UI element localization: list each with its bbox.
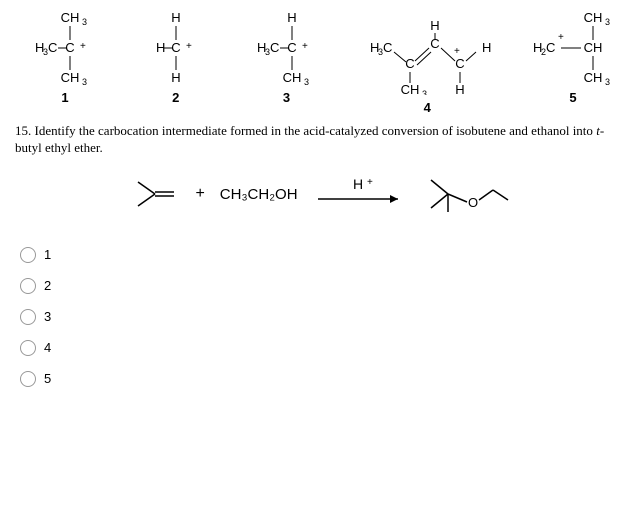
structure-2-label: 2 [172, 90, 179, 105]
structure-2-svg: H H C + H [141, 10, 211, 85]
svg-text:CH: CH [584, 10, 603, 25]
svg-text:C: C [270, 40, 279, 55]
svg-text:CH: CH [401, 82, 420, 95]
svg-text:C: C [456, 56, 465, 71]
svg-text:CH: CH [584, 70, 603, 85]
structure-2: H H C + H 2 [141, 10, 211, 105]
structure-3-svg: H H 3 C C + CH 3 [242, 10, 332, 85]
structure-1-label: 1 [61, 90, 68, 105]
svg-text:CH: CH [584, 40, 603, 55]
svg-text:C: C [546, 40, 555, 55]
svg-text:C: C [48, 40, 57, 55]
svg-text:CH: CH [282, 70, 301, 85]
svg-text:+: + [302, 41, 308, 52]
option-2-label: 2 [44, 278, 51, 293]
structure-4: H 3 C C CH 3 C H C + H H 4 [362, 10, 492, 115]
svg-text:+: + [186, 41, 192, 52]
svg-text:H: H [482, 40, 491, 55]
radio-icon[interactable] [20, 278, 36, 294]
svg-text:3: 3 [605, 17, 610, 27]
svg-text:H: H [156, 40, 165, 55]
option-5-label: 5 [44, 371, 51, 386]
ethanol-formula: CH₃CH₂OH [220, 186, 298, 203]
isobutene-structure [130, 172, 180, 217]
svg-text:CH: CH [61, 70, 80, 85]
svg-text:C: C [171, 40, 180, 55]
reaction-arrow: H + [313, 177, 408, 212]
svg-text:H: H [456, 82, 465, 95]
carbocation-structures-row: CH 3 H 3 C C + CH 3 1 H H C + H 2 [15, 10, 628, 115]
structure-5-label: 5 [569, 90, 576, 105]
option-3[interactable]: 3 [20, 309, 628, 325]
svg-text:CH: CH [61, 10, 80, 25]
svg-text:3: 3 [82, 77, 87, 85]
structure-5: CH 3 H 2 C + CH CH 3 5 [523, 10, 623, 105]
structure-3: H H 3 C C + CH 3 3 [242, 10, 332, 105]
svg-text:C: C [287, 40, 296, 55]
svg-text:C: C [65, 40, 74, 55]
structure-1-svg: CH 3 H 3 C C + CH 3 [20, 10, 110, 85]
question-body: Identify the carbocation intermediate fo… [35, 123, 597, 138]
svg-text:H: H [171, 70, 180, 85]
option-5[interactable]: 5 [20, 371, 628, 387]
svg-text:H: H [287, 10, 296, 25]
structure-1: CH 3 H 3 C C + CH 3 1 [20, 10, 110, 105]
svg-text:H: H [171, 10, 180, 25]
svg-text:3: 3 [422, 89, 427, 95]
svg-text:H: H [352, 177, 362, 192]
radio-icon[interactable] [20, 340, 36, 356]
svg-text:3: 3 [304, 77, 309, 85]
radio-icon[interactable] [20, 309, 36, 325]
answer-options: 1 2 3 4 5 [20, 247, 628, 387]
svg-text:O: O [467, 195, 477, 210]
structure-4-svg: H 3 C C CH 3 C H C + H H [362, 10, 492, 95]
radio-icon[interactable] [20, 247, 36, 263]
question-text: 15. Identify the carbocation intermediat… [15, 123, 628, 157]
option-3-label: 3 [44, 309, 51, 324]
svg-text:C: C [406, 56, 415, 71]
plus-sign: + [195, 185, 204, 203]
structure-3-label: 3 [283, 90, 290, 105]
option-2[interactable]: 2 [20, 278, 628, 294]
svg-text:+: + [558, 32, 564, 43]
svg-text:3: 3 [605, 77, 610, 85]
radio-icon[interactable] [20, 371, 36, 387]
option-1[interactable]: 1 [20, 247, 628, 263]
svg-text:3: 3 [82, 17, 87, 27]
product-structure: O [423, 172, 513, 217]
option-4-label: 4 [44, 340, 51, 355]
svg-text:C: C [383, 40, 392, 55]
structure-5-svg: CH 3 H 2 C + CH CH 3 [523, 10, 623, 85]
svg-text:+: + [80, 41, 86, 52]
svg-text:+: + [454, 46, 460, 57]
option-4[interactable]: 4 [20, 340, 628, 356]
option-1-label: 1 [44, 247, 51, 262]
question-number: 15. [15, 123, 31, 138]
structure-4-label: 4 [424, 100, 431, 115]
svg-text:+: + [367, 177, 373, 188]
reaction-scheme: + CH₃CH₂OH H + O [15, 172, 628, 217]
svg-text:H: H [431, 18, 440, 33]
